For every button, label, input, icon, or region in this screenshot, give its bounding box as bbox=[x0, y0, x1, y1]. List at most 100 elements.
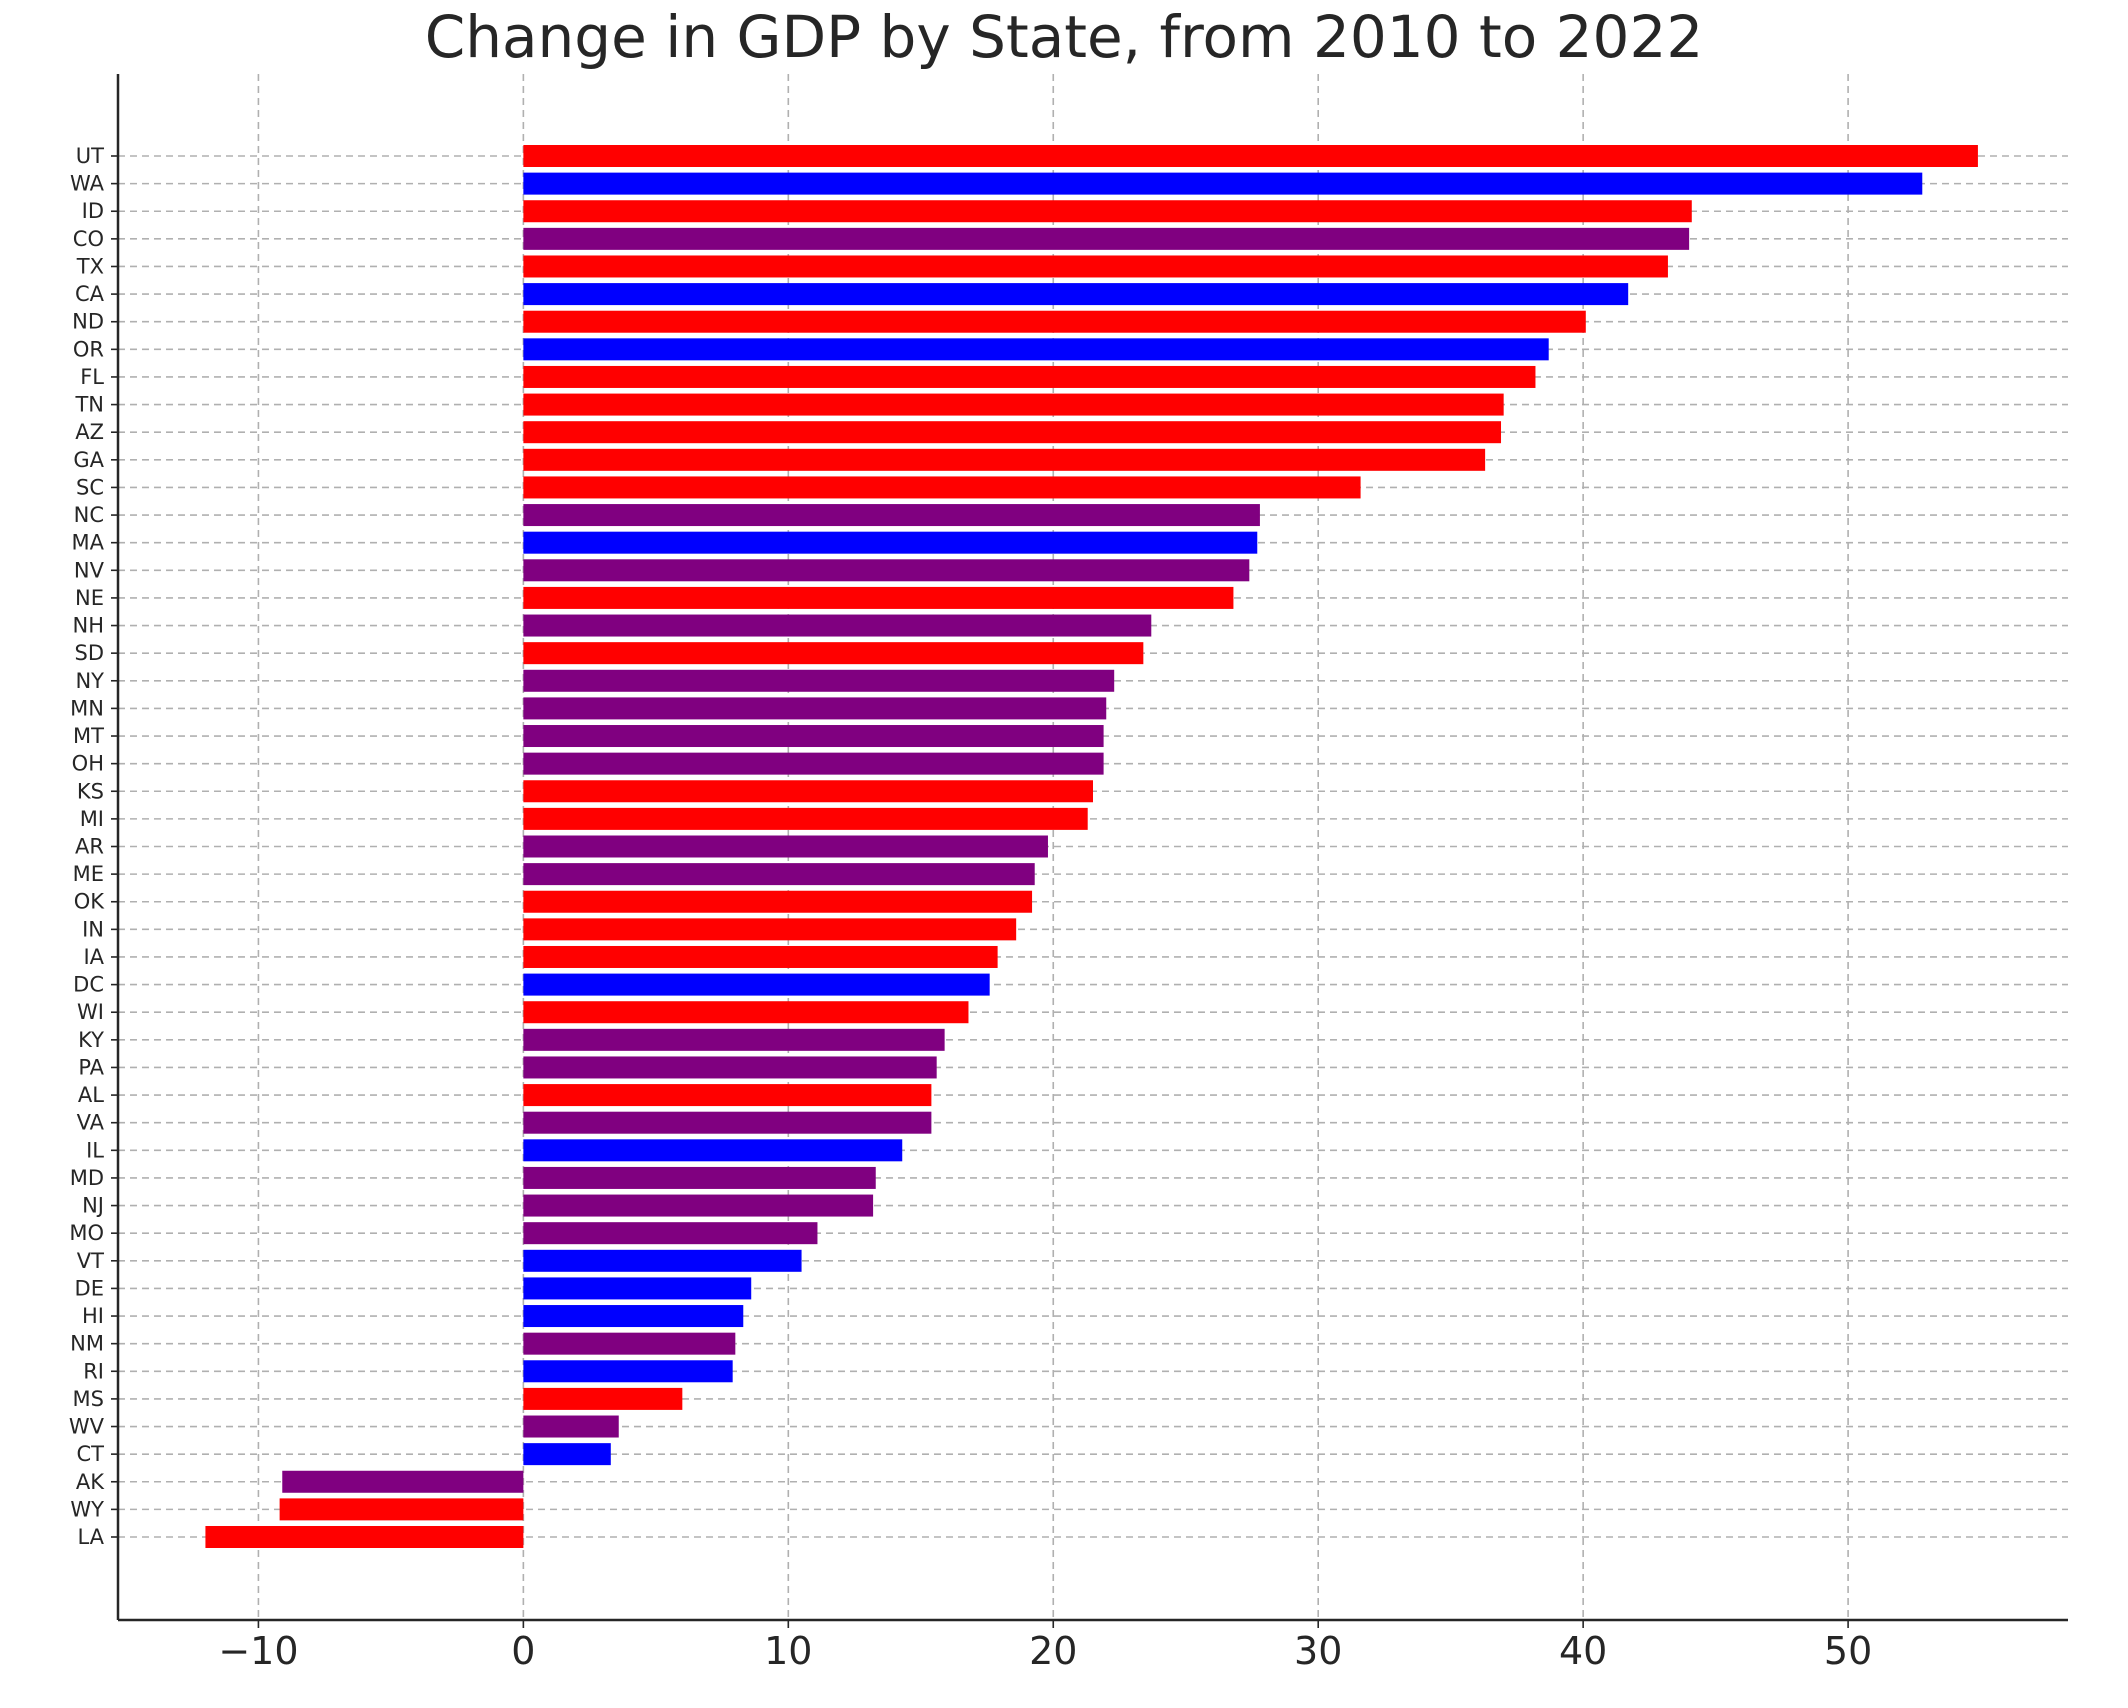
y-tick-label: IN bbox=[82, 917, 104, 941]
y-tick-label: MN bbox=[70, 696, 104, 720]
bar-nh bbox=[523, 614, 1152, 637]
y-tick-label: WA bbox=[70, 172, 105, 196]
y-tick-label: MI bbox=[80, 807, 104, 831]
bar-il bbox=[523, 1139, 903, 1162]
bar-co bbox=[523, 227, 1690, 250]
bar-wi bbox=[523, 1001, 969, 1024]
bar-wy bbox=[279, 1498, 524, 1521]
bars bbox=[205, 145, 1978, 1548]
bar-ne bbox=[523, 586, 1234, 609]
y-tick-label: OH bbox=[72, 752, 104, 776]
bar-mo bbox=[523, 1222, 818, 1245]
bar-de bbox=[523, 1277, 752, 1300]
bar-dc bbox=[523, 973, 990, 996]
y-tick-label: TX bbox=[76, 254, 104, 278]
bar-ri bbox=[523, 1360, 733, 1383]
x-tick-label: 50 bbox=[1824, 1629, 1872, 1673]
y-tick-label: UT bbox=[76, 144, 104, 168]
y-tick-label: MD bbox=[70, 1166, 104, 1190]
bar-nc bbox=[523, 504, 1260, 527]
bar-al bbox=[523, 1084, 932, 1107]
y-tick-label: CA bbox=[75, 282, 105, 306]
x-tick-label: 0 bbox=[511, 1629, 535, 1673]
y-tick-label: TN bbox=[74, 393, 104, 417]
bar-mt bbox=[523, 725, 1104, 748]
y-tick-label: HI bbox=[82, 1304, 104, 1328]
bar-wa bbox=[523, 172, 1923, 195]
y-tick-label: MA bbox=[72, 531, 105, 555]
y-tick-label: KY bbox=[78, 1028, 104, 1052]
y-tick-label: OK bbox=[74, 890, 106, 914]
chart-title: Change in GDP by State, from 2010 to 202… bbox=[424, 3, 1704, 71]
x-tick-label: 10 bbox=[764, 1629, 812, 1673]
y-tick-label: NE bbox=[75, 586, 104, 610]
bar-tx bbox=[523, 255, 1668, 278]
bar-va bbox=[523, 1111, 932, 1134]
bar-tn bbox=[523, 393, 1504, 416]
y-tick-label: AR bbox=[75, 835, 104, 859]
bar-ga bbox=[523, 448, 1486, 471]
y-tick-label: SD bbox=[74, 641, 104, 665]
y-tick-label: ID bbox=[82, 199, 104, 223]
y-tick-label: CO bbox=[73, 227, 104, 251]
y-tick-label: SC bbox=[76, 475, 104, 499]
y-tick-label: KS bbox=[77, 779, 104, 803]
y-tick-label: FL bbox=[80, 365, 104, 389]
y-tick-label: WI bbox=[77, 1000, 104, 1024]
y-tick-label: AL bbox=[78, 1083, 104, 1107]
bar-ma bbox=[523, 531, 1258, 554]
y-tick-label: WY bbox=[70, 1497, 104, 1521]
y-tick-label: NJ bbox=[82, 1194, 104, 1218]
tick-labels: UT WA ID CO TX CA ND OR FL TN AZ GA SC NC MA NV NE NH SD NY… bbox=[69, 144, 1872, 1673]
y-tick-label: PA bbox=[78, 1055, 104, 1079]
y-tick-label: CT bbox=[77, 1442, 105, 1466]
bar-pa bbox=[523, 1056, 937, 1079]
y-tick-label: NV bbox=[74, 558, 105, 582]
bar-ut bbox=[523, 145, 1978, 167]
y-tick-label: AK bbox=[76, 1470, 105, 1494]
x-tick-label: 30 bbox=[1294, 1629, 1342, 1673]
y-tick-label: IL bbox=[86, 1138, 104, 1162]
y-tick-label: RI bbox=[83, 1359, 104, 1383]
y-tick-label: DE bbox=[75, 1276, 104, 1300]
y-tick-label: NM bbox=[70, 1332, 104, 1356]
bar-in bbox=[523, 918, 1017, 941]
bar-nv bbox=[523, 559, 1250, 582]
y-tick-label: ME bbox=[73, 862, 104, 886]
bar-md bbox=[523, 1166, 876, 1189]
bar-nm bbox=[523, 1332, 736, 1355]
bar-oh bbox=[523, 752, 1104, 775]
bar-ar bbox=[523, 835, 1048, 858]
x-tick-label: 20 bbox=[1029, 1629, 1077, 1673]
y-tick-label: WV bbox=[69, 1415, 105, 1439]
y-tick-label: MT bbox=[73, 724, 104, 748]
bar-ca bbox=[523, 283, 1629, 306]
x-tick-label: −10 bbox=[218, 1629, 298, 1673]
y-tick-label: OR bbox=[73, 337, 104, 361]
x-tick-label: 40 bbox=[1559, 1629, 1607, 1673]
bar-ia bbox=[523, 945, 998, 968]
bar-wv bbox=[523, 1415, 619, 1438]
bar-hi bbox=[523, 1305, 744, 1328]
y-tick-label: GA bbox=[73, 448, 104, 472]
bar-ok bbox=[523, 890, 1033, 913]
y-tick-label: VT bbox=[77, 1249, 104, 1273]
bar-az bbox=[523, 421, 1502, 444]
bar-ny bbox=[523, 669, 1115, 692]
bar-vt bbox=[523, 1249, 802, 1272]
axes bbox=[111, 74, 2068, 1628]
y-tick-label: ND bbox=[72, 310, 104, 334]
bar-fl bbox=[523, 365, 1536, 388]
y-tick-label: DC bbox=[73, 973, 104, 997]
bar-la bbox=[205, 1526, 524, 1548]
bar-me bbox=[523, 863, 1035, 886]
bar-ct bbox=[523, 1443, 611, 1466]
y-tick-label: NC bbox=[74, 503, 104, 527]
y-tick-label: MO bbox=[69, 1221, 104, 1245]
bar-ms bbox=[523, 1387, 683, 1410]
y-tick-label: IA bbox=[83, 945, 104, 969]
y-tick-label: AZ bbox=[75, 420, 104, 444]
y-tick-label: MS bbox=[73, 1387, 104, 1411]
bar-or bbox=[523, 338, 1549, 361]
